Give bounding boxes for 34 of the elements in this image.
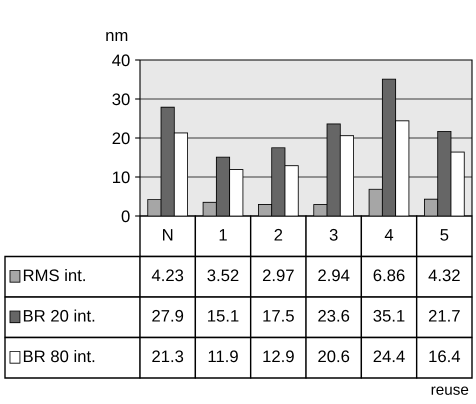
data-label: 2.94 [318,269,350,282]
y-tick-label: 30 [112,93,130,106]
data-label: 23.6 [318,310,350,322]
data-label: 24.4 [374,350,405,362]
x-tick-label: 4 [384,229,394,241]
data-label: 12.9 [263,350,294,362]
data-label: 20.6 [318,350,350,362]
data-label: 4.23 [152,269,184,282]
legend-label: BR 80 int. [24,350,94,362]
data-label: 16.4 [429,350,460,362]
text: reuse [432,386,468,395]
x-tick-label: 5 [440,229,448,241]
data-label: 21.7 [428,310,460,322]
data-label: 11.9 [208,350,238,362]
data-label: 17.5 [263,310,294,322]
data-label: 21.3 [152,350,184,362]
y-tick-label: 10 [113,171,130,184]
y-tick-label: 20 [112,132,130,144]
x-tick-label: N [163,229,172,241]
y-tick-label: 40 [112,54,130,66]
data-label: 27.9 [152,310,184,322]
data-label: 2.97 [262,269,294,282]
data-label: 3.52 [207,269,238,282]
y-tick-label: 0 [122,210,130,222]
data-label: 15.1 [208,310,238,322]
x-tick-label: 1 [220,229,227,241]
legend-label: BR 20 int. [24,309,94,322]
x-tick-label: 3 [330,228,338,241]
y-axis-title: nm [106,32,128,41]
legend-label: RMS int. [24,268,85,282]
x-tick-label: 2 [274,228,282,241]
data-label: 35.1 [373,310,404,322]
data-label: 4.32 [428,269,460,282]
data-label: 6.86 [374,269,404,282]
